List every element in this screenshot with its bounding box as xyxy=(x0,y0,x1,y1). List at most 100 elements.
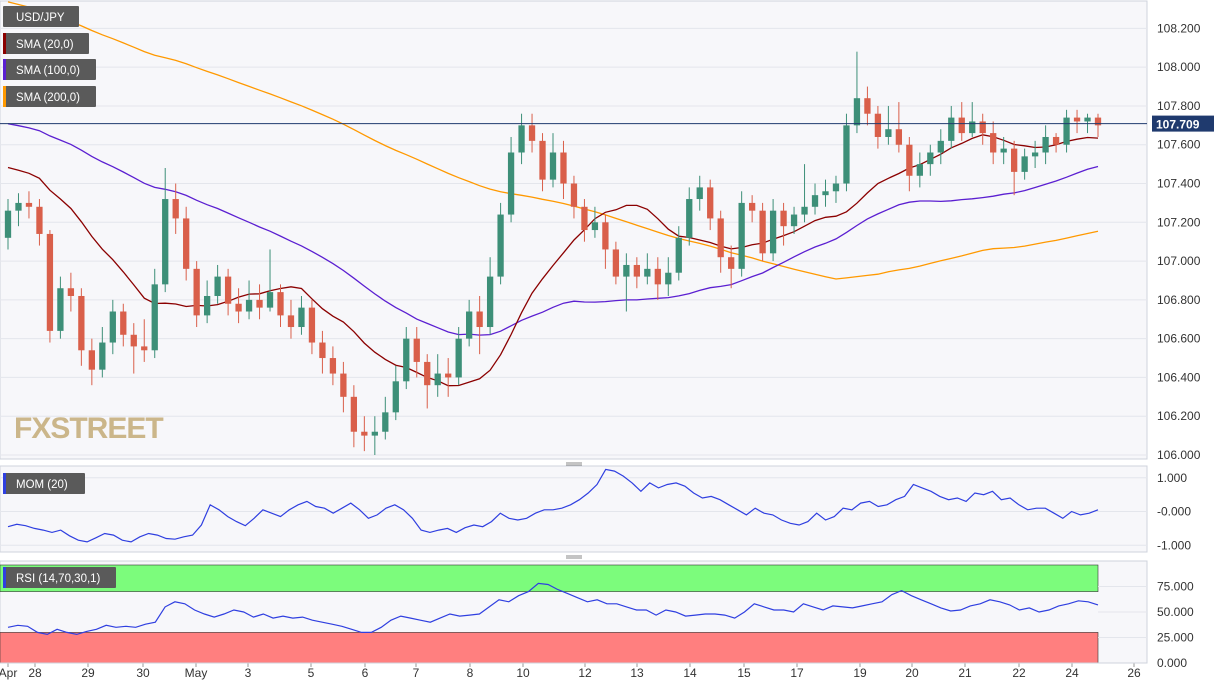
candle-body xyxy=(350,396,358,432)
legend-box xyxy=(3,6,79,27)
candle-body xyxy=(916,164,923,176)
candle-body xyxy=(623,264,630,277)
sma-200-line xyxy=(7,1,1099,280)
candle-body xyxy=(990,133,997,153)
candle-body xyxy=(403,338,410,382)
candle-body xyxy=(455,338,462,378)
candle-body xyxy=(88,350,95,370)
x-tick-label: 30 xyxy=(136,666,150,680)
candle-body xyxy=(466,311,473,339)
candle-body xyxy=(790,214,798,227)
x-tick-label: 28 xyxy=(28,666,42,680)
x-tick-label: 5 xyxy=(308,666,315,680)
candle-body xyxy=(885,129,892,137)
candle-body xyxy=(203,295,211,316)
x-tick-label: 15 xyxy=(737,666,751,680)
candle-body xyxy=(707,187,714,219)
candle-body xyxy=(1084,117,1091,122)
mom-tick-label: -0.000 xyxy=(1157,505,1191,519)
rsi-tick-label: 0.000 xyxy=(1157,656,1187,670)
candle-body xyxy=(266,292,274,308)
candle-body xyxy=(235,303,242,312)
rsi-line xyxy=(7,582,1099,636)
candle-body xyxy=(864,98,871,114)
x-tick-label: May xyxy=(185,666,208,680)
price-tick-label: 107.200 xyxy=(1157,215,1201,229)
fxstreet-watermark: FXSTREET xyxy=(14,412,163,445)
candle-body xyxy=(780,210,787,227)
candle-body xyxy=(340,373,347,397)
candle-body xyxy=(214,276,221,296)
candle-body xyxy=(979,121,986,134)
sma-20-line xyxy=(7,134,1099,387)
candle-body xyxy=(738,202,745,269)
rsi-overbought-zone xyxy=(0,564,1099,592)
candle-body xyxy=(927,152,934,165)
candle-body xyxy=(141,346,148,351)
candle-body xyxy=(1073,117,1081,122)
candle-body xyxy=(602,222,609,250)
candle-body xyxy=(308,307,316,343)
price-tick-label: 106.800 xyxy=(1157,293,1201,307)
candle-body xyxy=(120,311,127,335)
candle-body xyxy=(549,152,557,180)
price-tick-label: 108.000 xyxy=(1157,60,1201,74)
candle-body xyxy=(675,237,682,273)
candle-body xyxy=(277,292,284,316)
candle-body xyxy=(256,299,263,308)
x-tick-label: 6 xyxy=(362,666,369,680)
x-tick-label: 10 xyxy=(516,666,530,680)
rsi-tick-label: 50.000 xyxy=(1157,605,1194,619)
mom-tick-label: -1.000 xyxy=(1157,538,1191,552)
legend-label: SMA (20,0) xyxy=(16,39,74,51)
price-tick-label: 107.400 xyxy=(1157,177,1201,191)
last-price-tag xyxy=(1152,115,1214,132)
candle-body xyxy=(644,268,651,277)
candle-body xyxy=(539,140,546,180)
candle-body xyxy=(434,373,441,386)
candle-body xyxy=(728,257,735,269)
x-tick-label: 20 xyxy=(905,666,919,680)
candle-body xyxy=(319,342,326,359)
candle-body xyxy=(287,315,295,328)
candle-body xyxy=(717,218,724,258)
candle-body xyxy=(78,295,85,351)
candle-body xyxy=(46,233,54,331)
candle-body xyxy=(172,199,179,219)
candle-body xyxy=(57,288,64,331)
candle-body xyxy=(874,113,882,137)
candle-body xyxy=(853,98,861,126)
legend-box xyxy=(3,59,96,80)
candle-body xyxy=(162,199,169,285)
candle-body xyxy=(1094,117,1102,126)
candle-body xyxy=(843,125,850,184)
x-tick-label: 21 xyxy=(958,666,972,680)
price-tick-label: 107.800 xyxy=(1157,99,1201,113)
candle-body xyxy=(696,187,703,200)
candle-body xyxy=(445,373,452,378)
candle-body xyxy=(109,311,116,343)
candle-body xyxy=(570,183,578,207)
candle-body xyxy=(298,307,305,328)
price-tick-label: 106.400 xyxy=(1157,370,1201,384)
candle-body xyxy=(528,125,536,141)
x-tick-label: Apr xyxy=(0,666,17,680)
candle-body xyxy=(958,117,965,134)
legend-color-swatch xyxy=(3,59,6,80)
x-tick-label: 17 xyxy=(790,666,804,680)
rsi-tick-label: 75.000 xyxy=(1157,580,1194,594)
candle-body xyxy=(1000,148,1007,153)
candle-body xyxy=(1052,136,1060,145)
candle-body xyxy=(560,152,567,184)
candle-body xyxy=(518,125,525,153)
candle-body xyxy=(507,152,515,215)
candle-body xyxy=(371,431,378,436)
last-price-label: 107.709 xyxy=(1156,118,1200,132)
x-tick-label: 24 xyxy=(1065,666,1079,680)
x-tick-label: 14 xyxy=(683,666,697,680)
candle-body xyxy=(581,206,588,231)
price-tick-label: 107.000 xyxy=(1157,254,1201,268)
candle-body xyxy=(486,276,494,328)
x-tick-label: 19 xyxy=(853,666,867,680)
candle-body xyxy=(1021,156,1028,172)
